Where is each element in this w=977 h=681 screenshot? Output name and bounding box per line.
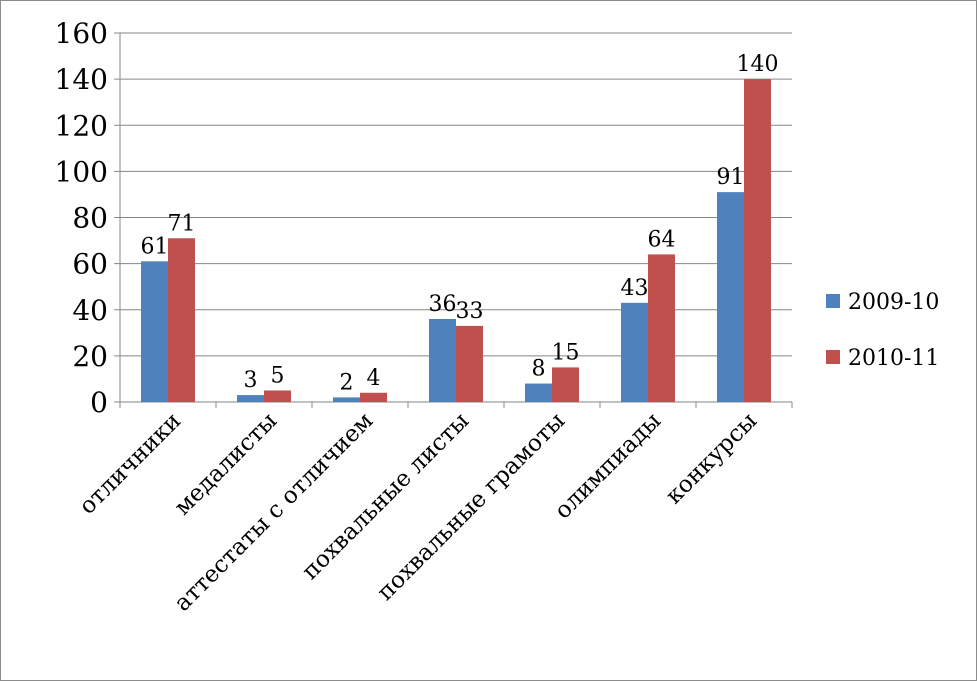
bar	[621, 302, 648, 402]
data-label: 3	[244, 368, 258, 393]
data-label: 61	[141, 234, 169, 259]
bar	[744, 79, 771, 402]
data-label: 8	[532, 357, 546, 382]
data-label: 4	[367, 366, 381, 391]
category-label: похвальные грамоты	[372, 408, 570, 606]
y-tick-label: 80	[72, 202, 108, 235]
y-tick-label: 60	[72, 248, 108, 281]
data-label: 15	[552, 340, 580, 365]
data-label: 5	[271, 363, 285, 388]
bar	[525, 383, 552, 402]
data-label: 71	[168, 211, 196, 236]
bar	[360, 392, 387, 402]
data-label: 140	[737, 52, 779, 77]
legend-label: 2010-11	[848, 346, 939, 371]
bar	[456, 325, 483, 402]
category-label: конкурсы	[661, 408, 762, 509]
data-label: 2	[340, 370, 354, 395]
legend-swatch	[826, 350, 840, 364]
bar	[648, 254, 675, 402]
y-tick-label: 140	[55, 63, 108, 96]
y-tick-label: 40	[72, 294, 108, 327]
y-tick-label: 120	[55, 109, 108, 142]
y-tick-label: 20	[72, 340, 108, 373]
bar	[264, 390, 291, 402]
y-tick-label: 160	[55, 17, 108, 50]
legend-label: 2009-10	[848, 290, 939, 315]
category-label: аттестаты с отличием	[170, 408, 379, 617]
bar	[333, 397, 360, 402]
data-label: 91	[717, 165, 745, 190]
data-label: 43	[621, 276, 649, 301]
legend-swatch	[826, 294, 840, 308]
bar	[552, 367, 579, 402]
data-label: 33	[456, 299, 484, 324]
bar	[141, 261, 168, 402]
category-label: похвальные листы	[297, 408, 474, 585]
y-tick-label: 0	[90, 386, 108, 419]
data-label: 36	[429, 292, 457, 317]
bar	[429, 318, 456, 402]
bar	[168, 238, 195, 402]
y-tick-label: 100	[55, 155, 108, 188]
bar	[237, 395, 264, 402]
data-label: 64	[648, 227, 676, 252]
bar	[717, 192, 744, 402]
